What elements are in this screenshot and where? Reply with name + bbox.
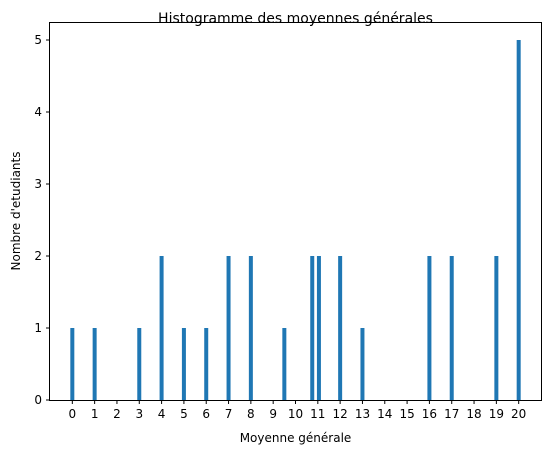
histogram-bar <box>494 256 499 400</box>
plot-frame <box>49 22 542 401</box>
histogram-bar <box>449 256 454 400</box>
x-tick-label: 10 <box>288 407 303 421</box>
histogram-bar <box>70 328 75 400</box>
x-tick-label: 14 <box>377 407 392 421</box>
x-tick-label: 1 <box>91 407 99 421</box>
histogram-bar <box>316 256 321 400</box>
y-axis-ticks: 0 1 2 3 4 5 <box>34 33 50 407</box>
x-tick-label: 13 <box>355 407 370 421</box>
x-tick-label: 18 <box>466 407 481 421</box>
x-tick-label: 12 <box>332 407 347 421</box>
y-axis-label: Nombre d'etudiants <box>9 152 23 271</box>
histogram-bar <box>181 328 186 400</box>
x-tick-label: 0 <box>68 407 76 421</box>
x-tick-label: 11 <box>310 407 325 421</box>
x-tick-label: 20 <box>511 407 526 421</box>
x-tick-label: 5 <box>180 407 188 421</box>
x-axis-ticks: 0 1 2 3 4 5 6 7 8 9 10 11 12 13 14 15 16 17 18 19 20 <box>68 400 526 421</box>
x-axis-label: Moyenne générale <box>240 431 352 445</box>
x-tick-label: 8 <box>247 407 255 421</box>
histogram-bar <box>137 328 142 400</box>
x-tick-label: 17 <box>444 407 459 421</box>
histogram-bar <box>310 256 315 400</box>
bars-group <box>70 40 521 400</box>
x-tick-label: 9 <box>269 407 277 421</box>
histogram-bar <box>338 256 343 400</box>
y-tick-label: 1 <box>34 321 42 335</box>
x-tick-label: 19 <box>489 407 504 421</box>
x-tick-label: 15 <box>399 407 414 421</box>
y-tick-label: 3 <box>34 177 42 191</box>
histogram-bar <box>360 328 365 400</box>
histogram-bar <box>427 256 432 400</box>
x-tick-label: 6 <box>202 407 210 421</box>
histogram-bar <box>248 256 253 400</box>
y-tick-label: 5 <box>34 33 42 47</box>
y-tick-label: 0 <box>34 393 42 407</box>
x-tick-label: 2 <box>113 407 121 421</box>
chart-title: Histogramme des moyennes générales <box>158 11 433 27</box>
histogram-bar <box>282 328 287 400</box>
x-tick-label: 3 <box>135 407 143 421</box>
x-tick-label: 7 <box>225 407 233 421</box>
y-tick-label: 2 <box>34 249 42 263</box>
x-tick-label: 4 <box>158 407 166 421</box>
histogram-bar <box>92 328 97 400</box>
histogram-bar <box>226 256 231 400</box>
x-tick-label: 16 <box>422 407 437 421</box>
y-tick-label: 4 <box>34 105 42 119</box>
histogram-bar <box>516 40 521 400</box>
histogram-bar <box>204 328 209 400</box>
histogram-bar <box>159 256 164 400</box>
